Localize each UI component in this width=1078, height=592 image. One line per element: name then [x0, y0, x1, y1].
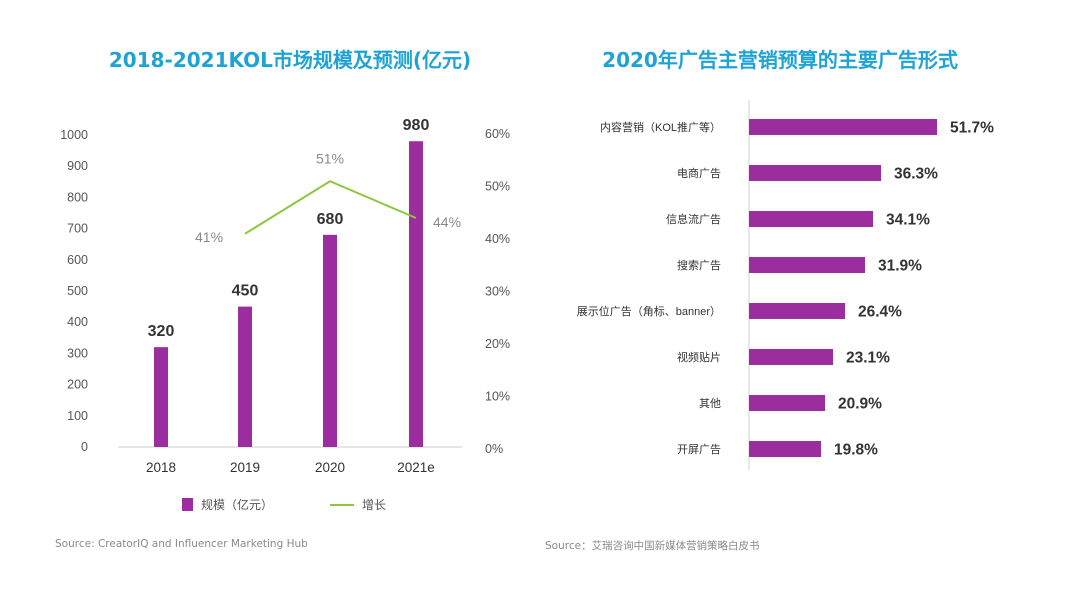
- category-label: 信息流广告: [666, 212, 721, 226]
- x-tick-label: 2021e: [397, 460, 435, 475]
- bar-data-label: 320: [148, 323, 175, 340]
- x-tick-label: 2018: [146, 460, 176, 475]
- category-label: 电商广告: [677, 166, 721, 180]
- legend-line-swatch: [330, 503, 354, 506]
- legend-item-scale: 规模（亿元）: [182, 496, 273, 513]
- growth-data-label: 41%: [195, 229, 223, 245]
- x-tick-label: 2019: [230, 460, 260, 475]
- legend-label-growth: 增长: [362, 498, 387, 512]
- hbar: [749, 441, 821, 457]
- y-tick-label: 500: [67, 284, 88, 298]
- growth-data-label: 44%: [433, 214, 461, 230]
- growth-data-label: 51%: [316, 150, 344, 166]
- category-label: 视频贴片: [677, 350, 721, 364]
- bar: [154, 347, 168, 447]
- x-tick-label: 2020: [315, 460, 345, 475]
- hbar: [749, 303, 845, 319]
- y2-tick-label: 50%: [485, 180, 510, 194]
- category-label: 搜索广告: [677, 258, 721, 272]
- hbar-data-label: 20.9%: [838, 396, 882, 413]
- y2-tick-label: 60%: [485, 127, 510, 141]
- growth-series-line: [244, 180, 417, 235]
- y-tick-label: 200: [67, 378, 88, 392]
- y-tick-label: 1000: [60, 128, 88, 142]
- bar: [238, 306, 252, 447]
- hbar: [749, 257, 865, 273]
- y-tick-label: 300: [67, 346, 88, 360]
- y2-tick-label: 10%: [485, 390, 510, 404]
- legend-item-growth: 增长: [330, 496, 386, 513]
- hbar-data-label: 31.9%: [878, 258, 922, 275]
- hbar-data-label: 19.8%: [834, 442, 878, 459]
- hbar-data-label: 36.3%: [894, 166, 938, 183]
- y2-tick-label: 40%: [485, 232, 510, 246]
- hbar: [749, 395, 825, 411]
- legend-label-scale: 规模（亿元）: [201, 498, 274, 512]
- right-chart-title: 2020年广告主营销预算的主要广告形式: [602, 48, 958, 72]
- hbar-data-label: 26.4%: [858, 304, 902, 321]
- category-label: 展示位广告（角标、banner）: [577, 304, 721, 318]
- right-source-note: Source：艾瑞咨询中国新媒体营销策略白皮书: [545, 540, 760, 552]
- y-tick-label: 900: [67, 159, 88, 173]
- hbar: [749, 211, 873, 227]
- y2-tick-label: 0%: [485, 442, 503, 456]
- y-tick-label: 100: [67, 409, 88, 423]
- y-tick-label: 400: [67, 315, 88, 329]
- category-label: 开屏广告: [677, 443, 721, 456]
- bar-data-label: 980: [403, 117, 430, 134]
- y-tick-label: 700: [67, 222, 88, 236]
- category-label: 内容营销（KOL推广等）: [600, 120, 721, 134]
- hbar: [749, 165, 881, 181]
- category-label: 其他: [699, 397, 721, 410]
- y-tick-label: 0: [81, 440, 88, 454]
- left-chart-title: 2018-2021KOL市场规模及预测(亿元): [108, 48, 472, 72]
- y2-tick-label: 30%: [485, 285, 510, 299]
- bar-data-label: 680: [317, 211, 344, 228]
- hbar: [749, 349, 833, 365]
- legend-bar-swatch: [182, 498, 193, 511]
- bar: [323, 234, 337, 447]
- hbar-data-label: 51.7%: [950, 120, 994, 137]
- bar: [409, 141, 423, 448]
- bar-data-label: 450: [232, 283, 259, 300]
- y-tick-label: 600: [67, 253, 88, 267]
- hbar-data-label: 34.1%: [886, 212, 930, 229]
- y2-tick-label: 20%: [485, 337, 510, 351]
- hbar: [749, 119, 937, 135]
- left-source-note: Source: CreatorIQ and Influencer Marketi…: [55, 538, 308, 550]
- y-tick-label: 800: [67, 190, 88, 204]
- hbar-data-label: 23.1%: [846, 350, 890, 367]
